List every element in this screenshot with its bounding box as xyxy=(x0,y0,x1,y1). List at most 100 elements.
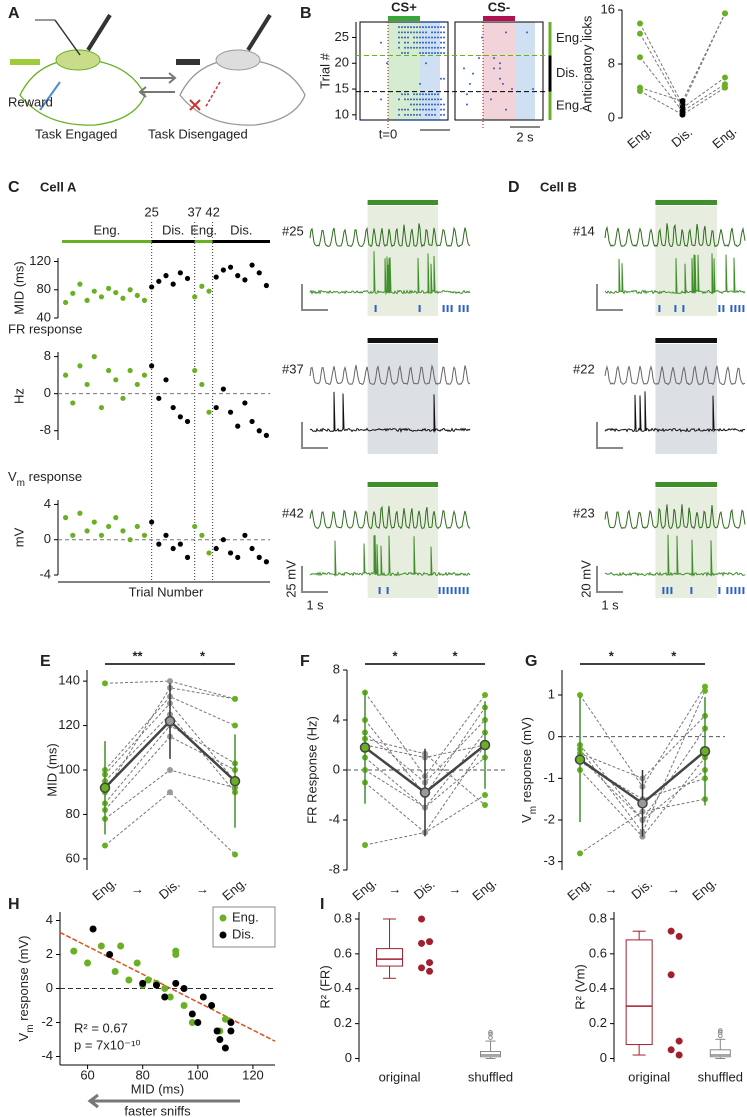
lick-dot xyxy=(401,21,403,23)
lick-dot xyxy=(419,98,421,101)
lick-dot xyxy=(398,36,400,39)
point xyxy=(98,404,105,411)
point xyxy=(77,363,83,369)
point xyxy=(180,985,188,992)
lick-dot xyxy=(440,108,442,111)
lick-dot xyxy=(413,93,415,96)
stimulus-bar xyxy=(367,200,438,205)
point xyxy=(679,111,686,118)
significance-label: * xyxy=(452,648,458,663)
point xyxy=(213,1027,221,1035)
lick-dot xyxy=(413,41,415,44)
y-tick-label: -2 xyxy=(41,1014,53,1029)
point xyxy=(199,381,205,388)
y-axis-label: Vm response (mV) xyxy=(16,936,36,1042)
y-tick-label: 4 xyxy=(44,496,51,511)
lick-dot xyxy=(419,41,421,44)
point xyxy=(577,850,583,857)
sweep-label: #22 xyxy=(573,361,595,376)
point xyxy=(70,947,78,955)
diagram: Reward Task Engaged Task Disengaged xyxy=(8,13,306,141)
point xyxy=(125,976,133,984)
x-tick-label: 80 xyxy=(135,1067,149,1082)
scale-label: 20 mV xyxy=(578,560,593,598)
point xyxy=(232,722,238,729)
point xyxy=(167,767,173,773)
lick-dot xyxy=(422,103,424,106)
stimulus-bar xyxy=(655,338,717,343)
epoch-label: Dis. xyxy=(162,222,184,237)
point xyxy=(170,404,176,411)
cell-line xyxy=(104,713,236,793)
spike-trace xyxy=(604,534,746,577)
point xyxy=(184,275,191,282)
sweep-label: #37 xyxy=(282,361,304,376)
lick-dot xyxy=(425,36,427,39)
lick-dot xyxy=(410,21,412,23)
lick-dot xyxy=(404,108,406,111)
lick-dot xyxy=(398,113,400,116)
point xyxy=(206,550,212,556)
lick-dot xyxy=(499,62,501,65)
category-label: shuffled xyxy=(468,1069,513,1084)
x-axis-label: MID (ms) xyxy=(131,1081,184,1096)
lick-dot xyxy=(431,93,433,96)
lick-dot xyxy=(437,119,439,121)
point xyxy=(89,925,97,933)
cell-line xyxy=(364,757,486,809)
point xyxy=(221,1044,229,1052)
lick-dot xyxy=(419,51,421,54)
lick-dot xyxy=(434,36,436,39)
outlier xyxy=(718,1028,723,1033)
lick-dot xyxy=(422,93,424,96)
cell-line xyxy=(639,33,726,109)
category-label: Eng. xyxy=(709,123,739,152)
point xyxy=(172,979,180,987)
point xyxy=(91,354,97,360)
lick-dot xyxy=(434,51,436,54)
lick-dot xyxy=(440,46,442,49)
mean-point xyxy=(419,787,431,798)
lick-dot xyxy=(416,26,418,29)
y-tick-label: 0 xyxy=(608,109,615,124)
y-tick-label: 0 xyxy=(46,980,53,995)
lick-dot xyxy=(434,31,436,34)
lick-dot xyxy=(425,46,427,49)
box xyxy=(376,948,404,967)
point xyxy=(134,523,140,530)
point xyxy=(199,993,207,1001)
lick-dot xyxy=(413,103,415,106)
lick-dot xyxy=(410,26,412,29)
lick-dot xyxy=(428,98,430,101)
lick-dot xyxy=(437,26,439,29)
significance-label: * xyxy=(609,648,615,663)
lick-dot xyxy=(437,93,439,96)
point xyxy=(127,367,133,374)
y-tick-label: 0.2 xyxy=(334,1015,352,1030)
stimulus-bar xyxy=(655,482,717,487)
lick-dot xyxy=(437,21,439,23)
lick-dot xyxy=(440,41,442,44)
lick-dot xyxy=(428,93,430,96)
y-tick-label: 0 xyxy=(548,728,555,743)
point xyxy=(263,282,270,289)
lick-dot xyxy=(422,46,424,49)
separator: → xyxy=(131,881,144,896)
lick-dot xyxy=(398,108,400,111)
cell-line xyxy=(104,791,236,855)
scale-bar xyxy=(301,284,328,311)
y-axis-label: Vm response (mV) xyxy=(519,717,539,823)
label-part: V xyxy=(8,469,17,484)
lick-dot xyxy=(413,119,415,121)
lick-dot xyxy=(443,51,445,54)
window-shade xyxy=(367,488,438,598)
point xyxy=(170,545,176,552)
sweep-label: #42 xyxy=(282,505,304,520)
sweep-label: #23 xyxy=(573,505,595,520)
y-tick-label: 0.6 xyxy=(334,945,352,960)
point xyxy=(637,54,643,61)
annotation: p = 7x10⁻¹⁰ xyxy=(74,1037,141,1052)
point xyxy=(227,264,234,270)
point xyxy=(106,367,112,374)
lick-dot xyxy=(499,67,501,70)
